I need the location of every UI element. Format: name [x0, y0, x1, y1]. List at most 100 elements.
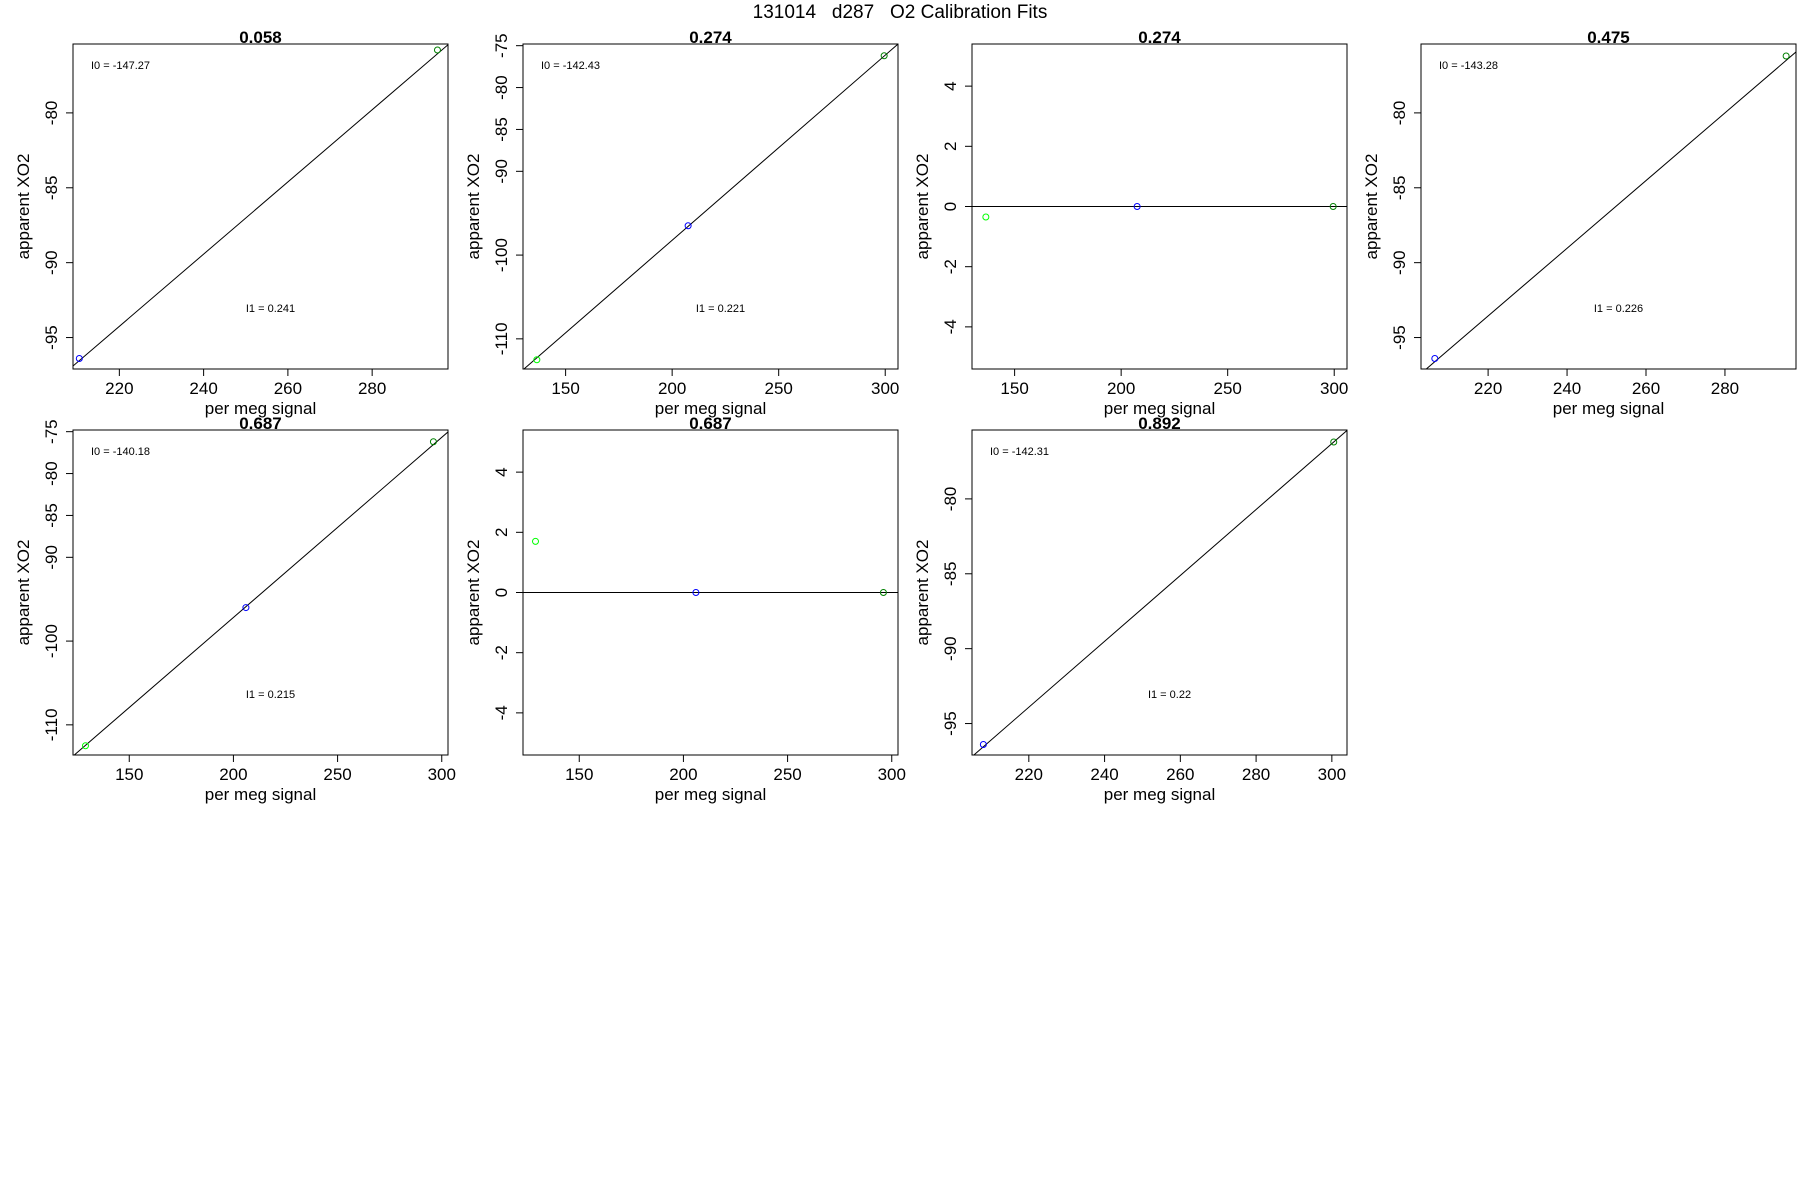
y-tick-label: -4: [492, 705, 511, 720]
panel-title: 0.687: [239, 414, 282, 433]
data-point: [880, 52, 888, 60]
intercept-annotation: I0 = -140.18: [91, 446, 150, 458]
x-tick-label: 300: [878, 765, 906, 784]
panel-2: 0.274 150 200 250 300 -75 -80 -85 -90 -100 -110 per…: [464, 28, 899, 418]
data-point: [532, 537, 539, 545]
x-tick-label: 240: [1090, 765, 1118, 784]
data-point: [433, 46, 441, 54]
fit-line: [1425, 51, 1796, 369]
x-tick-label: 300: [1320, 379, 1348, 398]
x-axis-label: per meg signal: [205, 785, 317, 804]
data-point: [1329, 203, 1337, 210]
x-tick-label: 150: [551, 379, 579, 398]
y-tick-label: -80: [941, 487, 960, 512]
page-title: 131014 d287 O2 Calibration Fits: [752, 2, 1048, 23]
plot-frame: [971, 429, 1348, 756]
data-point: [75, 355, 83, 363]
y-tick-label: -80: [42, 101, 61, 126]
data-point: [533, 356, 541, 364]
data-point: [684, 222, 692, 230]
y-tick-label: -95: [42, 325, 61, 350]
slope-annotation: I1 = 0.22: [1148, 689, 1191, 701]
plot-frame: [522, 43, 899, 370]
intercept-annotation: I0 = -142.31: [990, 446, 1049, 458]
y-tick-label: -90: [42, 250, 61, 275]
panel-title: 0.892: [1138, 414, 1181, 433]
y-tick-label: -90: [492, 159, 511, 184]
data-point: [1782, 52, 1790, 60]
y-tick-label: -2: [941, 259, 960, 274]
y-tick-label: -95: [941, 711, 960, 736]
y-tick-label: -85: [42, 175, 61, 200]
slope-annotation: I1 = 0.226: [1594, 303, 1643, 315]
x-tick-label: 200: [1107, 379, 1135, 398]
y-tick-label: -80: [492, 75, 511, 100]
x-tick-label: 240: [1553, 379, 1581, 398]
x-tick-label: 280: [358, 379, 386, 398]
y-tick-label: -4: [941, 319, 960, 334]
x-tick-label: 220: [1474, 379, 1502, 398]
intercept-annotation: I0 = -147.27: [91, 60, 150, 72]
y-tick-label: -110: [42, 708, 61, 741]
y-tick-label: -85: [42, 503, 61, 528]
y-tick-label: -90: [941, 636, 960, 661]
data-point: [692, 589, 700, 596]
plot-frame: [72, 43, 449, 370]
y-tick-label: -80: [1390, 101, 1409, 126]
y-tick-label: 0: [941, 202, 960, 211]
data-point: [242, 604, 250, 612]
data-point: [982, 213, 990, 221]
y-tick-label: -90: [1390, 250, 1409, 275]
x-tick-label: 200: [669, 765, 697, 784]
panel-7: 0.892 220 240 260 280 300 -80 -85 -90 -95 per meg …: [913, 414, 1348, 804]
y-axis-label: apparent XO2: [1362, 154, 1381, 260]
y-tick-label: 0: [492, 588, 511, 597]
y-axis-label: apparent XO2: [913, 154, 932, 260]
y-tick-label: -95: [1390, 325, 1409, 350]
panel-5: 0.687 150 200 250 300 -75 -80 -85 -90 -100 -110 per…: [14, 414, 456, 804]
x-axis-label: per meg signal: [655, 785, 767, 804]
y-axis-label: apparent XO2: [14, 154, 33, 260]
panel-title: 0.687: [689, 414, 732, 433]
y-tick-label: -85: [941, 561, 960, 586]
data-point: [879, 589, 887, 596]
data-point: [429, 438, 437, 446]
data-point: [1330, 438, 1338, 446]
y-tick-label: -85: [492, 117, 511, 142]
panel-4: 0.475 220 240 260 280 -80 -85 -90 -95 per meg sig…: [1362, 28, 1797, 418]
x-tick-label: 240: [189, 379, 217, 398]
y-tick-label: 4: [492, 467, 511, 476]
x-tick-label: 250: [764, 379, 792, 398]
panel-1: 0.058 220 240 260 280 -80 -85 -90 -95 per meg sig…: [14, 28, 449, 418]
slope-annotation: I1 = 0.241: [246, 303, 295, 315]
y-tick-label: -75: [492, 33, 511, 58]
y-tick-label: -100: [492, 238, 511, 272]
panel-3: 0.274 150 200 250 300 4 2 0 -2 -4 per meg signal ap…: [913, 28, 1348, 418]
y-tick-label: -100: [42, 624, 61, 658]
panel-title: 0.058: [239, 28, 282, 47]
y-axis-label: apparent XO2: [464, 154, 483, 260]
fit-line: [973, 430, 1347, 755]
y-axis-label: apparent XO2: [464, 540, 483, 646]
slope-annotation: I1 = 0.221: [696, 303, 745, 315]
panel-title: 0.475: [1587, 28, 1630, 47]
data-point: [979, 741, 987, 749]
fit-line: [73, 44, 448, 367]
x-tick-label: 280: [1242, 765, 1270, 784]
x-tick-label: 300: [428, 765, 456, 784]
y-tick-label: -90: [42, 545, 61, 570]
x-tick-label: 150: [115, 765, 143, 784]
panel-title: 0.274: [689, 28, 732, 47]
plot-frame: [72, 429, 449, 756]
x-tick-label: 300: [871, 379, 899, 398]
x-tick-label: 150: [1000, 379, 1028, 398]
x-tick-label: 260: [1632, 379, 1660, 398]
y-tick-label: 4: [941, 81, 960, 90]
x-tick-label: 250: [773, 765, 801, 784]
slope-annotation: I1 = 0.215: [246, 689, 295, 701]
intercept-annotation: I0 = -142.43: [541, 60, 600, 72]
y-tick-label: -80: [42, 461, 61, 486]
panel-title: 0.274: [1138, 28, 1181, 47]
fit-line: [523, 44, 898, 369]
